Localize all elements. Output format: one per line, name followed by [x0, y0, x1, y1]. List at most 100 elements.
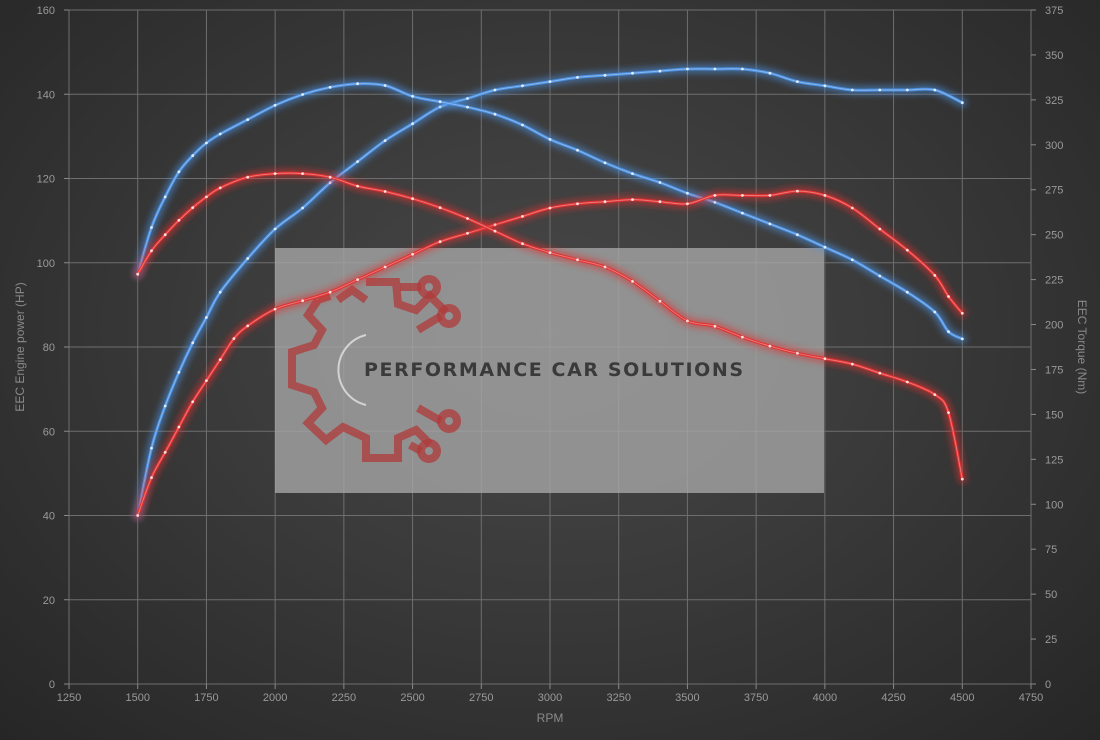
y-left-tick-label: 60	[43, 426, 55, 438]
data-point	[603, 161, 607, 165]
data-point	[411, 122, 414, 126]
y-left-tick-label: 20	[43, 595, 55, 607]
data-point	[205, 379, 208, 383]
data-point	[273, 307, 277, 311]
data-point	[686, 319, 689, 323]
data-point	[150, 249, 153, 253]
series-line	[136, 189, 964, 517]
data-point	[521, 215, 524, 218]
data-point	[713, 67, 717, 71]
data-point	[933, 274, 937, 277]
data-point	[411, 197, 414, 201]
data-point	[933, 88, 937, 92]
data-point	[191, 400, 195, 404]
y-right-tick-label: 375	[1045, 5, 1063, 17]
x-tick-label: 1250	[57, 692, 81, 704]
data-point	[438, 100, 442, 104]
data-point	[658, 181, 662, 184]
data-point	[177, 170, 181, 174]
data-point	[603, 265, 607, 269]
data-point	[301, 299, 304, 303]
data-point	[301, 206, 304, 210]
data-point	[905, 380, 909, 384]
data-point	[521, 123, 524, 127]
data-point	[191, 341, 195, 345]
data-point	[686, 202, 689, 206]
x-tick-label: 4250	[881, 692, 905, 704]
x-axis-ticks: 1250 1500 1750 2000 2250 2500 2750 3000 3250 3500…	[57, 684, 1043, 704]
data-point	[576, 202, 579, 206]
series-1	[133, 79, 967, 344]
y-right-tick-label: 50	[1045, 589, 1057, 601]
y-left-tick-label: 40	[43, 511, 55, 523]
x-axis-title: RPM	[537, 711, 564, 725]
series-line	[136, 67, 964, 517]
data-point	[411, 94, 414, 98]
data-point	[246, 118, 250, 121]
data-point	[796, 189, 799, 193]
y-left-tick-label: 0	[49, 679, 55, 691]
data-point	[273, 227, 277, 231]
y-right-tick-label: 125	[1045, 454, 1063, 466]
y-right-tick-label: 275	[1045, 185, 1063, 197]
data-point	[205, 316, 208, 319]
y-left-tick-label: 160	[37, 5, 55, 17]
x-tick-label: 3000	[538, 692, 562, 704]
data-point	[356, 160, 359, 164]
x-tick-label: 3250	[606, 692, 630, 704]
data-point	[823, 357, 827, 361]
data-point	[493, 229, 497, 233]
data-point	[768, 194, 772, 197]
data-point	[850, 88, 854, 92]
data-point	[686, 191, 689, 195]
data-point	[603, 200, 607, 204]
y-right-tick-label: 350	[1045, 50, 1063, 62]
data-point	[796, 351, 799, 355]
data-point	[218, 186, 222, 190]
data-point	[741, 335, 744, 339]
data-point	[768, 344, 772, 348]
data-point	[768, 222, 772, 226]
data-point	[658, 69, 662, 73]
series-layer	[133, 64, 967, 520]
data-point	[631, 71, 634, 75]
data-point	[163, 195, 167, 199]
data-point	[658, 200, 662, 204]
data-point	[658, 299, 662, 303]
data-point	[960, 101, 964, 105]
data-point	[177, 425, 181, 429]
y-left-tick-label: 120	[37, 174, 55, 186]
series-2	[133, 186, 967, 520]
y-right-tick-label: 100	[1045, 499, 1063, 511]
x-tick-label: 2000	[263, 692, 287, 704]
x-tick-label: 3750	[744, 692, 768, 704]
axes: 1250 1500 1750 2000 2250 2500 2750 3000 3250 3500…	[13, 5, 1089, 725]
data-point	[548, 80, 552, 83]
data-point	[246, 175, 250, 179]
data-point	[713, 194, 717, 197]
data-point	[150, 446, 153, 450]
data-point	[383, 84, 387, 87]
data-point	[383, 190, 387, 193]
data-point	[136, 272, 140, 276]
data-point	[823, 84, 827, 88]
data-point	[576, 258, 579, 262]
data-point	[631, 280, 634, 283]
x-tick-label: 1750	[194, 692, 218, 704]
data-point	[947, 411, 950, 414]
y-right-tick-label: 225	[1045, 275, 1063, 287]
data-point	[905, 248, 909, 252]
data-point	[933, 310, 937, 314]
data-point	[576, 76, 579, 79]
data-point	[466, 97, 469, 100]
data-point	[136, 514, 140, 517]
x-tick-label: 2250	[332, 692, 356, 704]
data-point	[741, 211, 744, 215]
x-tick-label: 4750	[1019, 692, 1043, 704]
data-point	[878, 227, 882, 231]
data-point	[960, 477, 964, 481]
data-point	[878, 371, 882, 375]
data-point	[191, 154, 195, 158]
data-point	[493, 223, 497, 227]
